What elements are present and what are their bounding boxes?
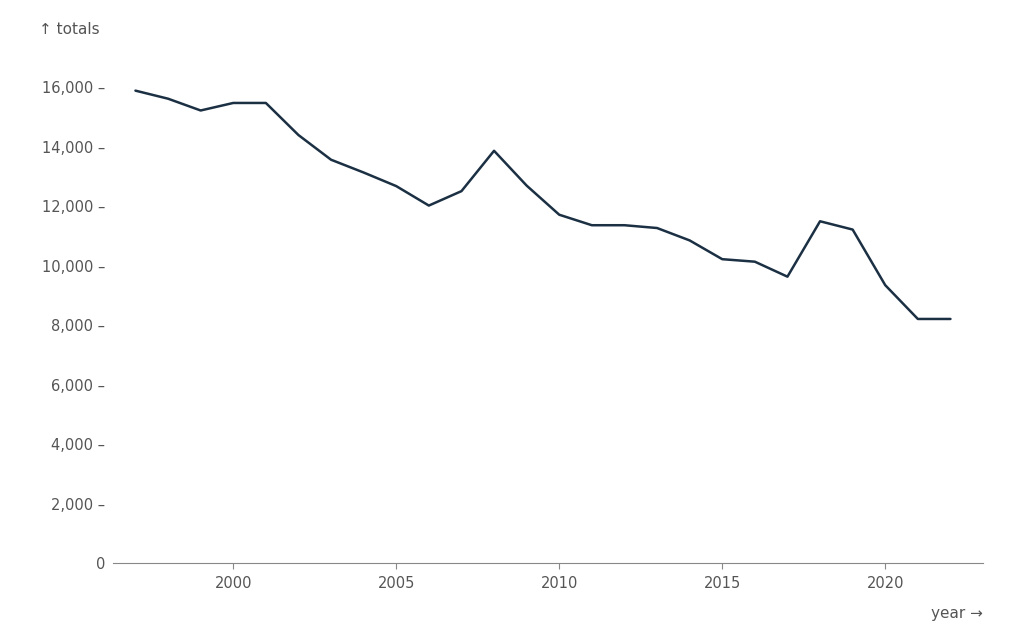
Text: year →: year → bbox=[931, 606, 983, 621]
Text: ↑ totals: ↑ totals bbox=[39, 22, 99, 37]
